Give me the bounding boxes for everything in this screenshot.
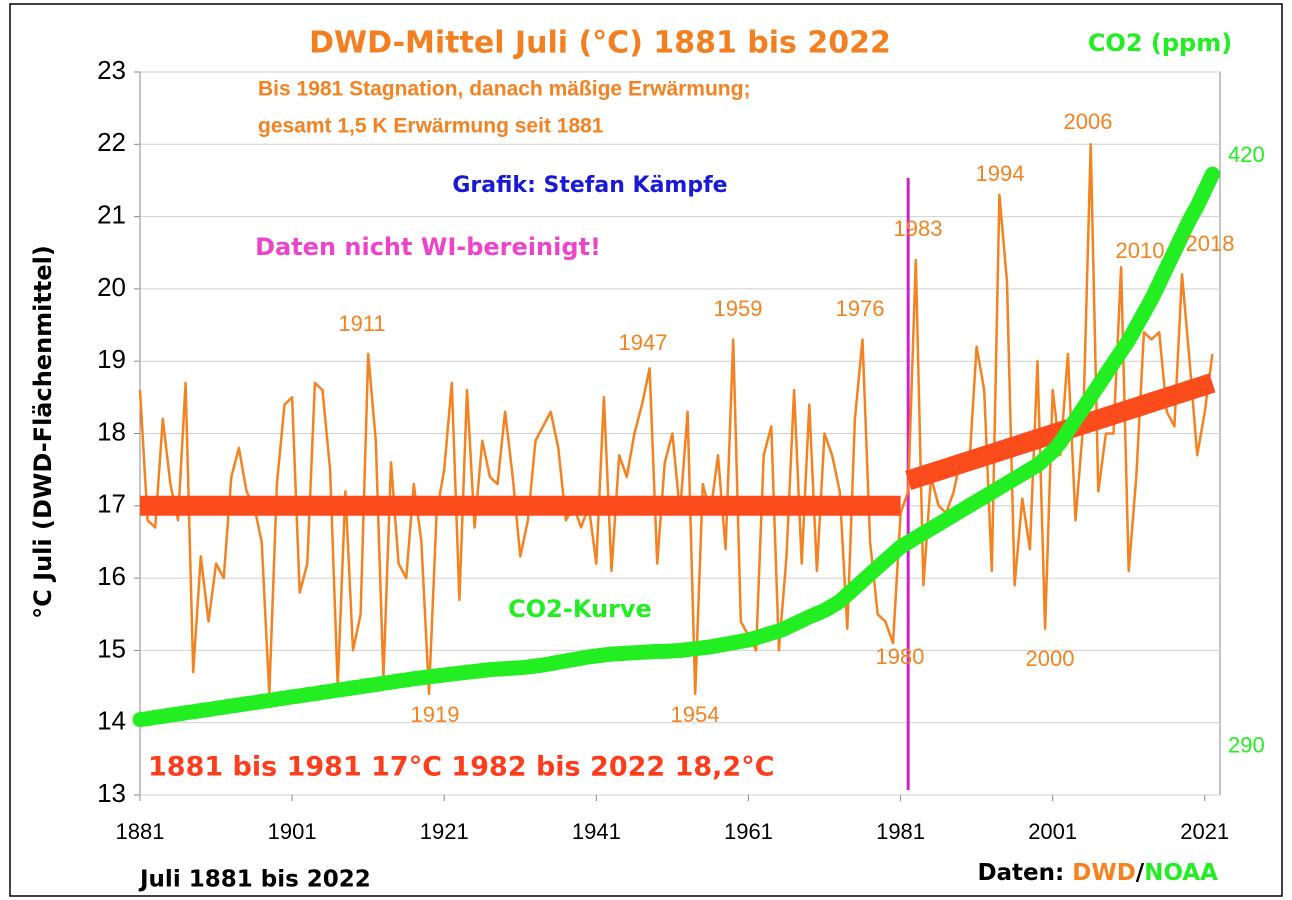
x-tick-label: 1941 bbox=[572, 819, 621, 844]
note: gesamt 1,5 K Erwärmung seit 1881 bbox=[258, 115, 604, 138]
note: Bis 1981 Stagnation, danach mäßige Erwär… bbox=[258, 78, 750, 101]
y-tick-label: 14 bbox=[97, 706, 126, 736]
y-tick-label: 23 bbox=[97, 55, 126, 85]
x-tick-label: 1961 bbox=[724, 819, 773, 844]
source-part: Daten: bbox=[977, 860, 1072, 886]
year-annotation: 1980 bbox=[876, 644, 925, 669]
y-tick-label: 22 bbox=[97, 127, 126, 157]
y-tick-label: 15 bbox=[97, 633, 126, 663]
year-annotation: 1959 bbox=[714, 296, 763, 321]
co2-label: CO2-Kurve bbox=[508, 595, 652, 623]
x-tick-label: 2021 bbox=[1180, 819, 1229, 844]
source-part: / bbox=[1136, 860, 1145, 886]
y2-label: CO2 (ppm) bbox=[1088, 29, 1232, 57]
year-annotation: 2006 bbox=[1064, 109, 1113, 134]
y-tick-label: 18 bbox=[97, 416, 126, 446]
x-label: Juli 1881 bis 2022 bbox=[138, 867, 371, 893]
year-annotation: 1947 bbox=[619, 330, 668, 355]
x-tick-label: 2001 bbox=[1028, 819, 1077, 844]
y-tick-label: 16 bbox=[97, 561, 126, 591]
y-tick-label: 13 bbox=[97, 778, 126, 808]
year-annotation: 2018 bbox=[1186, 231, 1235, 256]
y2-tick-label: 290 bbox=[1228, 733, 1265, 758]
y-label: °C Juli (DWD-Flächenmittel) bbox=[29, 245, 57, 619]
source: Daten: DWD/NOAA bbox=[977, 860, 1218, 886]
year-annotation: 1976 bbox=[836, 296, 885, 321]
x-tick-label: 1981 bbox=[876, 819, 925, 844]
x-tick-label: 1921 bbox=[420, 819, 469, 844]
chart-title: DWD-Mittel Juli (°C) 1881 bis 2022 bbox=[309, 26, 891, 61]
year-annotation: 2010 bbox=[1116, 238, 1165, 263]
year-annotation: 1994 bbox=[976, 161, 1025, 186]
y2-tick-label: 420 bbox=[1228, 142, 1265, 167]
year-annotation: 1919 bbox=[411, 702, 460, 727]
co2-line bbox=[132, 166, 1220, 728]
year-annotation: 1954 bbox=[671, 702, 720, 727]
x-tick-label: 1901 bbox=[268, 819, 317, 844]
source-part: DWD bbox=[1072, 860, 1136, 886]
year-annotation: 1911 bbox=[338, 311, 385, 336]
temperature-line bbox=[138, 143, 1214, 696]
warning: Daten nicht WI-bereinigt! bbox=[255, 233, 601, 261]
y-tick-label: 21 bbox=[97, 199, 126, 229]
x-tick-label: 1881 bbox=[116, 819, 165, 844]
year-annotation: 1983 bbox=[894, 216, 943, 241]
means: 1881 bis 1981 17°C 1982 bis 2022 18,2°C bbox=[148, 752, 775, 783]
y-tick-label: 20 bbox=[97, 272, 126, 302]
y-tick-label: 17 bbox=[97, 489, 126, 519]
y-tick-label: 19 bbox=[97, 344, 126, 374]
year-annotation: 2000 bbox=[1026, 646, 1075, 671]
source-part: NOAA bbox=[1144, 860, 1218, 886]
credit: Grafik: Stefan Kämpfe bbox=[452, 173, 727, 198]
